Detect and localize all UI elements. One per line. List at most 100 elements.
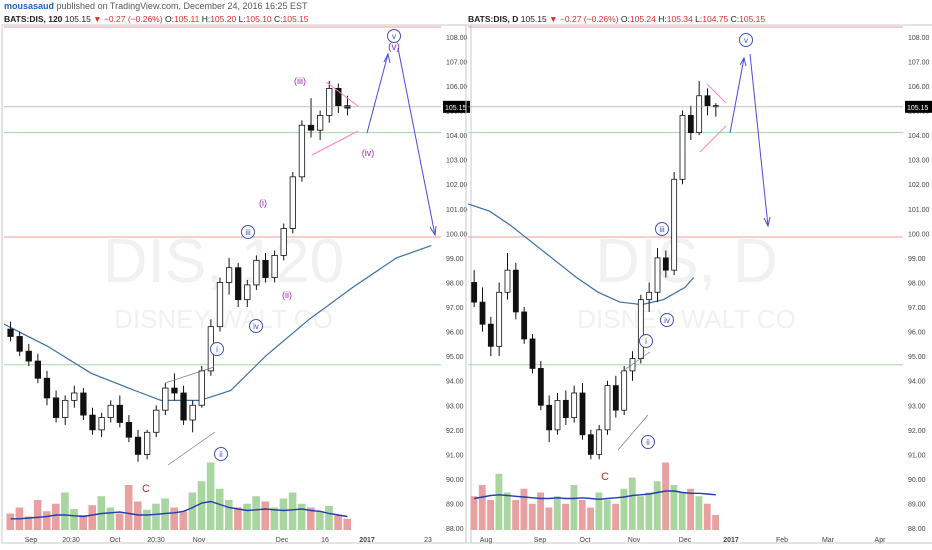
right-x-tick-0: Aug bbox=[480, 537, 493, 544]
right-y-tick-14: 94.00 bbox=[908, 379, 926, 386]
right-candle bbox=[704, 88, 711, 116]
left-volume-bar bbox=[188, 492, 197, 530]
left-candle-body bbox=[98, 417, 105, 431]
right-y-tick-20: 88.00 bbox=[908, 526, 926, 533]
left-volume-bar bbox=[206, 462, 215, 530]
left-volume-bar bbox=[24, 516, 33, 530]
left-volume-bar bbox=[88, 505, 97, 530]
left-y-tick-12: 96.00 bbox=[446, 330, 464, 337]
right-volume-bar bbox=[537, 492, 544, 530]
right-candle-body bbox=[571, 392, 578, 418]
right-candle-body bbox=[529, 338, 536, 369]
right-y-tick-17: 91.00 bbox=[908, 452, 926, 459]
right-volume-bar bbox=[503, 492, 511, 530]
right-arrowhead-down bbox=[763, 216, 771, 228]
left-y-tick-14: 94.00 bbox=[446, 379, 464, 386]
right-candle bbox=[587, 429, 594, 460]
left-candle bbox=[134, 429, 142, 462]
right-candle bbox=[579, 383, 586, 440]
left-candle bbox=[80, 388, 87, 421]
left-volume-bar bbox=[325, 506, 333, 530]
right-candle-body bbox=[487, 323, 494, 347]
left-volume-bar bbox=[106, 507, 115, 530]
right-candle bbox=[629, 351, 636, 381]
left-candle-body bbox=[153, 409, 160, 433]
left-y-tick-2: 106.00 bbox=[446, 84, 468, 91]
left-candle-body bbox=[89, 414, 96, 431]
left-candle bbox=[235, 262, 242, 308]
left-watermark-symbol: DIS, 120 bbox=[103, 227, 344, 296]
left-wave-label-v: v bbox=[392, 32, 396, 41]
right-price-tag-bg bbox=[905, 100, 932, 113]
left-volume-bar bbox=[215, 488, 224, 530]
left-projection-down bbox=[397, 47, 436, 236]
right-watermark-symbol: DIS, D bbox=[595, 227, 778, 296]
left-volume-bar bbox=[252, 496, 260, 530]
author-name[interactable]: mousasaud bbox=[4, 1, 55, 11]
right-x-tick-6: Feb bbox=[776, 537, 788, 544]
right-y-tick-6: 102.00 bbox=[908, 182, 930, 189]
left-candle-body bbox=[25, 350, 32, 362]
left-volume-bar bbox=[161, 498, 169, 530]
left-volume-ma-line bbox=[10, 500, 348, 520]
right-projection-down bbox=[749, 53, 769, 227]
left-volume-bar bbox=[42, 511, 51, 530]
left-x-tick-6: 16 bbox=[321, 537, 329, 544]
right-candle bbox=[654, 248, 661, 303]
right-candle bbox=[662, 250, 669, 278]
right-wave-label-i-circle bbox=[639, 334, 653, 348]
left-candle-body bbox=[189, 404, 196, 421]
left-wave-label-iv-paren: (iv) bbox=[362, 148, 375, 158]
right-y-tick-16: 92.00 bbox=[908, 428, 926, 435]
right-candle-body bbox=[479, 301, 486, 325]
right-volume-bar bbox=[470, 496, 478, 530]
left-candle-body bbox=[244, 284, 251, 301]
left-x-tick-5: Dec bbox=[276, 537, 289, 544]
left-candle bbox=[244, 280, 251, 308]
left-close: 105.15 bbox=[282, 14, 309, 24]
right-volume-bar bbox=[678, 492, 686, 530]
left-candle bbox=[71, 385, 78, 408]
right-x-tick-2: Oct bbox=[580, 537, 591, 544]
right-volume-bar bbox=[612, 503, 619, 530]
left-chart-header: BATS:DIS, 120 105.15 ▼ −0.27 (−0.26%) O:… bbox=[4, 14, 309, 24]
right-volume-bar bbox=[637, 496, 644, 530]
right-candle-body bbox=[512, 269, 519, 313]
left-candle-body bbox=[225, 267, 233, 283]
right-wedge-lower bbox=[617, 414, 649, 451]
left-candle bbox=[335, 83, 342, 113]
right-x-tick-3: Nov bbox=[628, 537, 641, 544]
left-x-tick-3: 20:30 bbox=[147, 537, 165, 544]
right-y-tick-4: 104.00 bbox=[908, 133, 930, 140]
left-low: 105.10 bbox=[245, 14, 272, 24]
right-candle bbox=[562, 390, 569, 425]
left-volume-bar bbox=[261, 501, 270, 530]
right-volume-bar bbox=[670, 485, 678, 530]
left-candle-body bbox=[298, 124, 306, 178]
right-candle bbox=[487, 316, 494, 357]
left-candle bbox=[107, 400, 114, 423]
right-last: 105.15 bbox=[520, 14, 547, 24]
right-candle bbox=[504, 252, 511, 300]
left-x-tick-1: 20:30 bbox=[62, 537, 80, 544]
left-wave-label-ii-circle bbox=[214, 447, 228, 461]
left-y-tick-13: 95.00 bbox=[446, 354, 464, 361]
left-volume-bar bbox=[70, 509, 78, 530]
left-candle bbox=[307, 98, 315, 138]
right-close: 105.15 bbox=[739, 14, 766, 24]
right-volume-bar bbox=[645, 492, 653, 530]
left-candle bbox=[162, 383, 169, 416]
right-candle bbox=[679, 110, 686, 185]
left-candle bbox=[43, 370, 51, 406]
left-wave-label-iii-circle bbox=[241, 225, 255, 239]
right-open: 105.24 bbox=[629, 14, 656, 24]
left-y-tick-4: 104.00 bbox=[446, 133, 468, 140]
left-candle bbox=[143, 429, 151, 460]
right-wave-label-c: C bbox=[601, 471, 609, 483]
right-wave-label-iv: iv bbox=[664, 316, 670, 325]
right-candle bbox=[646, 282, 653, 312]
left-candle bbox=[25, 343, 32, 366]
right-candle-body bbox=[654, 257, 661, 293]
right-volume-bar bbox=[628, 477, 636, 530]
